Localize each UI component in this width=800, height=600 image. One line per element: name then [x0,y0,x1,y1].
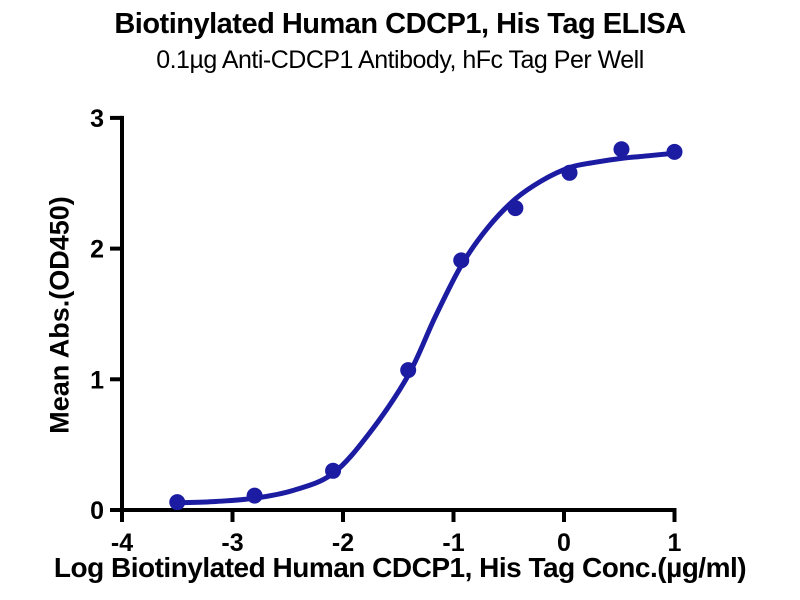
x-tick-label: -3 [221,529,243,557]
data-point [246,487,263,504]
x-tick-label: -2 [332,529,354,557]
x-tick-label: -4 [111,529,133,557]
data-point [507,200,524,217]
fit-curve [174,150,677,506]
data-point [561,164,578,181]
chart-title: Biotinylated Human CDCP1, His Tag ELISA [114,8,686,40]
x-tick-label: -1 [442,529,464,557]
y-tick-label: 1 [90,366,104,394]
data-point [400,362,417,379]
data-point [666,143,683,160]
y-tick-label: 0 [90,497,104,525]
y-tick-label: 2 [90,236,104,264]
data-point [169,494,186,511]
data-point [325,462,342,479]
chart-subtitle: 0.1µg Anti-CDCP1 Antibody, hFc Tag Per W… [156,46,644,74]
y-tick-label: 3 [90,105,104,133]
x-tick-label: 1 [668,529,682,557]
x-axis-label: Log Biotinylated Human CDCP1, His Tag Co… [53,552,747,583]
data-point [453,252,470,269]
data-point [613,141,630,158]
x-tick-label: 0 [557,529,571,557]
